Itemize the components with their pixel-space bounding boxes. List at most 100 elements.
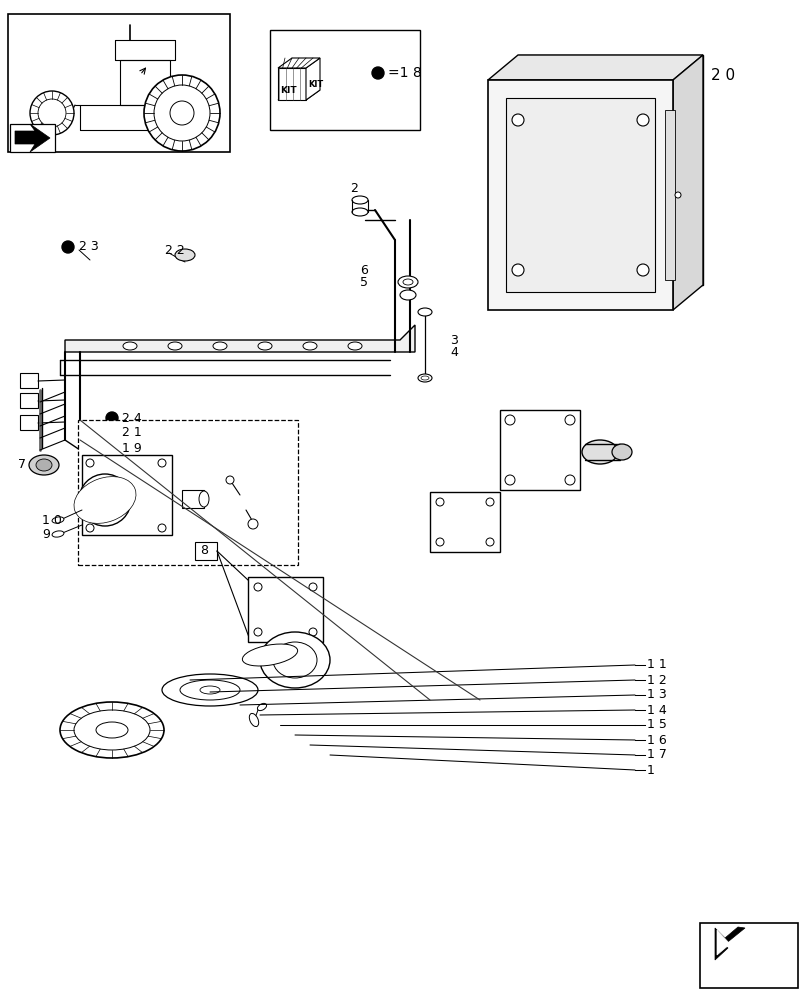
Ellipse shape — [674, 192, 680, 198]
Ellipse shape — [581, 440, 617, 464]
Bar — [664, 110, 674, 280]
Ellipse shape — [247, 519, 258, 529]
Ellipse shape — [154, 85, 210, 141]
Ellipse shape — [418, 374, 431, 382]
Ellipse shape — [30, 91, 74, 135]
Bar — [10, 124, 55, 152]
Text: =1 8: =1 8 — [388, 66, 421, 80]
Text: 3: 3 — [449, 334, 457, 347]
Ellipse shape — [199, 491, 208, 507]
Bar — [505, 98, 654, 292]
Ellipse shape — [436, 538, 444, 546]
Bar — [195, 542, 217, 560]
Ellipse shape — [86, 524, 94, 532]
Ellipse shape — [351, 208, 367, 216]
Text: 2 2: 2 2 — [165, 243, 185, 256]
Ellipse shape — [158, 524, 165, 532]
Ellipse shape — [254, 583, 262, 591]
Ellipse shape — [106, 412, 118, 424]
Text: 1 9: 1 9 — [122, 442, 142, 454]
Text: 9: 9 — [42, 528, 49, 540]
Ellipse shape — [200, 686, 220, 694]
Ellipse shape — [260, 632, 329, 688]
Ellipse shape — [242, 644, 298, 666]
Ellipse shape — [371, 67, 384, 79]
Ellipse shape — [348, 342, 362, 350]
Ellipse shape — [175, 249, 195, 261]
Ellipse shape — [97, 492, 113, 508]
Ellipse shape — [106, 442, 118, 454]
Text: 4: 4 — [449, 347, 457, 360]
Ellipse shape — [309, 628, 316, 636]
Polygon shape — [15, 124, 50, 152]
Ellipse shape — [96, 722, 128, 738]
Ellipse shape — [309, 583, 316, 591]
Text: 7: 7 — [18, 458, 26, 472]
Ellipse shape — [486, 538, 493, 546]
Ellipse shape — [351, 196, 367, 204]
Ellipse shape — [400, 290, 415, 300]
Bar — [78, 420, 298, 565]
Polygon shape — [517, 55, 702, 285]
Ellipse shape — [52, 531, 64, 537]
Ellipse shape — [180, 680, 240, 700]
Text: 2 3: 2 3 — [79, 240, 99, 253]
Ellipse shape — [420, 376, 428, 380]
Bar — [247, 577, 323, 642]
Text: 2 1: 2 1 — [122, 426, 142, 440]
Text: 2 4: 2 4 — [122, 412, 142, 424]
Ellipse shape — [564, 475, 574, 485]
Text: 2: 2 — [350, 182, 358, 195]
Text: KIT: KIT — [307, 80, 323, 89]
Text: 1 7: 1 7 — [646, 748, 666, 762]
Ellipse shape — [106, 427, 118, 439]
Ellipse shape — [169, 101, 194, 125]
Polygon shape — [65, 325, 414, 352]
Ellipse shape — [74, 710, 150, 750]
Text: 1 2: 1 2 — [646, 674, 666, 686]
Polygon shape — [487, 55, 702, 80]
Ellipse shape — [60, 702, 164, 758]
Bar — [20, 393, 38, 408]
Bar — [699, 923, 797, 988]
Ellipse shape — [52, 517, 64, 523]
Polygon shape — [672, 55, 702, 310]
Ellipse shape — [257, 703, 266, 711]
Bar — [500, 410, 579, 490]
Text: 2 0: 2 0 — [710, 68, 734, 83]
Text: 1: 1 — [646, 764, 654, 776]
Ellipse shape — [512, 264, 523, 276]
Ellipse shape — [418, 308, 431, 316]
Ellipse shape — [402, 279, 413, 285]
Ellipse shape — [168, 342, 182, 350]
Ellipse shape — [88, 483, 122, 517]
Ellipse shape — [436, 498, 444, 506]
Text: 1 3: 1 3 — [646, 688, 666, 702]
Ellipse shape — [36, 459, 52, 471]
Ellipse shape — [158, 459, 165, 467]
Ellipse shape — [504, 475, 514, 485]
Bar — [430, 492, 500, 552]
Text: 6: 6 — [359, 263, 367, 276]
Text: 1 5: 1 5 — [646, 718, 666, 731]
Polygon shape — [277, 90, 320, 100]
Bar — [82, 455, 172, 535]
Ellipse shape — [254, 628, 262, 636]
Ellipse shape — [636, 264, 648, 276]
Text: 8: 8 — [200, 544, 208, 558]
Polygon shape — [716, 930, 729, 955]
Bar — [20, 373, 38, 388]
Ellipse shape — [225, 476, 234, 484]
Ellipse shape — [29, 455, 59, 475]
Ellipse shape — [38, 99, 66, 127]
Ellipse shape — [122, 342, 137, 350]
Ellipse shape — [636, 114, 648, 126]
Polygon shape — [714, 927, 744, 960]
Text: 5: 5 — [359, 276, 367, 290]
Text: 1 0: 1 0 — [42, 514, 62, 526]
Ellipse shape — [611, 444, 631, 460]
Bar — [20, 415, 38, 430]
Ellipse shape — [74, 477, 135, 523]
Ellipse shape — [512, 114, 523, 126]
Ellipse shape — [86, 459, 94, 467]
